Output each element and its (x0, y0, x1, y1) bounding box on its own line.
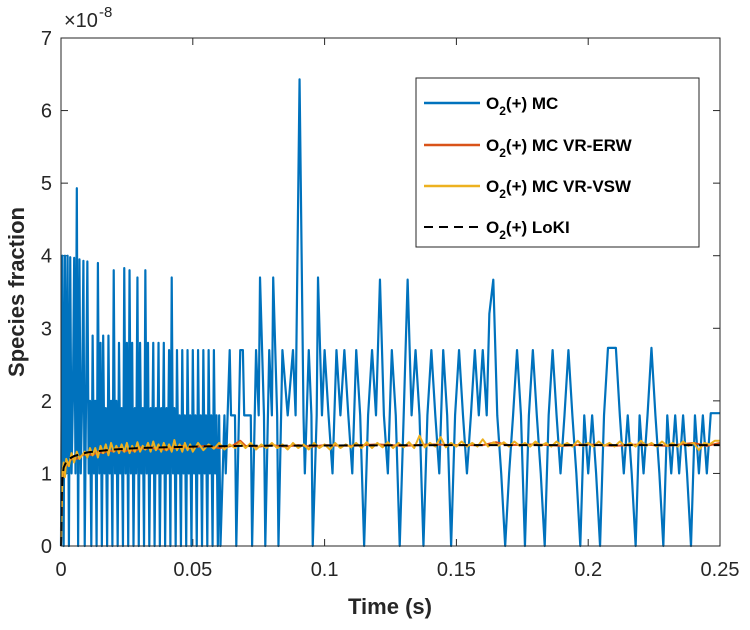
legend-label-mc-rest: (+) MC (506, 94, 558, 113)
axis-ticks: 0 0.05 0.1 0.15 0.2 0.25 0 1 2 3 4 5 6 7 (41, 28, 740, 581)
x-tick-label: 0 (55, 559, 66, 581)
y-tick-label: 1 (41, 463, 52, 485)
svg-text:O2(+) MC: O2(+) MC (486, 94, 558, 118)
legend-label-vsw-main: O (486, 177, 499, 196)
legend-entry-mc: O2(+) MC (424, 94, 558, 118)
legend: O2(+) MC O2(+) MC VR-ERW O2(+) MC VR-VSW… (415, 77, 700, 248)
x-tick-label: 0.25 (701, 559, 740, 581)
legend-label-erw-rest: (+) MC VR-ERW (506, 136, 633, 155)
svg-text:O2(+) LoKI: O2(+) LoKI (486, 218, 570, 242)
y-axis-label: Species fraction (4, 207, 29, 377)
y-tick-label: 4 (41, 246, 52, 268)
legend-label-loki-sub: 2 (499, 228, 506, 242)
x-tick-label: 0.2 (574, 559, 602, 581)
x-axis-label: Time (s) (348, 594, 432, 619)
legend-label-vsw-rest: (+) MC VR-VSW (506, 177, 632, 196)
y-tick-label: 6 (41, 101, 52, 123)
svg-text:O2(+) MC VR-ERW: O2(+) MC VR-ERW (486, 136, 633, 160)
y-scale-exponent: -8 (99, 4, 112, 21)
legend-label-erw-main: O (486, 136, 499, 155)
y-scale-label: ×10 (64, 10, 98, 32)
y-tick-label: 5 (41, 173, 52, 195)
legend-entry-erw: O2(+) MC VR-ERW (424, 136, 633, 160)
legend-label-mc-main: O (486, 94, 499, 113)
series-line-vr-vsw (60, 434, 720, 547)
y-tick-label: 0 (41, 536, 52, 558)
series-line-loki (60, 444, 720, 547)
svg-text:O2(+) MC VR-VSW: O2(+) MC VR-VSW (486, 177, 632, 201)
legend-entry-loki: O2(+) LoKI (424, 218, 570, 242)
x-tick-label: 0.1 (311, 559, 339, 581)
legend-label-loki-rest: (+) LoKI (506, 218, 570, 237)
legend-label-loki-main: O (486, 218, 499, 237)
legend-label-erw-sub: 2 (499, 146, 506, 160)
legend-entry-vsw: O2(+) MC VR-VSW (424, 177, 632, 201)
plot-frame (60, 37, 721, 547)
y-tick-label: 3 (41, 318, 52, 340)
y-tick-label: 2 (41, 391, 52, 413)
x-tick-label: 0.15 (437, 559, 476, 581)
y-tick-label: 7 (41, 28, 52, 50)
x-tick-label: 0.05 (173, 559, 212, 581)
legend-box (415, 77, 700, 248)
legend-label-vsw-sub: 2 (499, 187, 506, 201)
legend-label-mc-sub: 2 (499, 104, 506, 118)
